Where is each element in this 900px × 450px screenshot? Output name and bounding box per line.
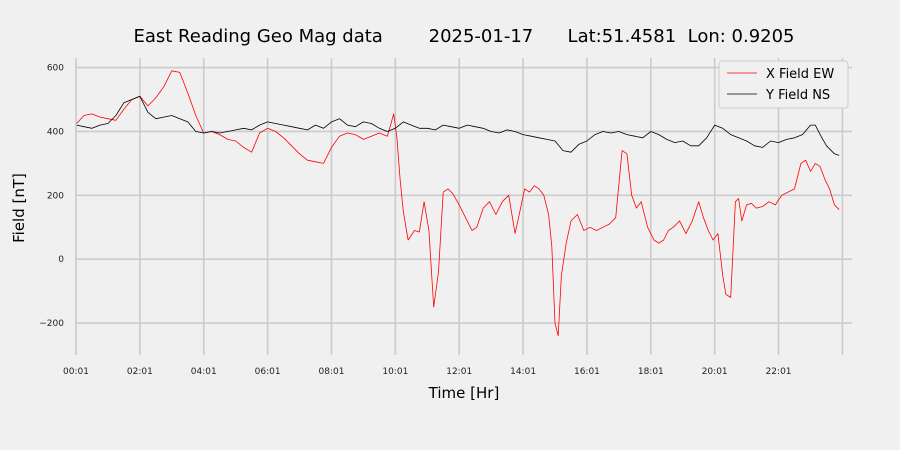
y-tick-label: 200 (47, 191, 64, 201)
legend-label-y-field: Y Field NS (765, 88, 830, 103)
chart-title: East Reading Geo Mag data 2025-01-17 Lat… (133, 26, 794, 47)
y-tick-label: 600 (47, 64, 64, 74)
x-tick-label: 00:01 (63, 367, 89, 377)
y-tick-label: 400 (47, 127, 64, 137)
x-tick-label: 14:01 (510, 367, 536, 377)
series-line-y-field (76, 95, 840, 156)
x-tick-label: 18:01 (638, 367, 664, 377)
x-tick-label: 10:01 (382, 367, 408, 377)
y-axis-label: Field [nT] (10, 173, 28, 243)
y-tick-label: −200 (39, 319, 64, 329)
x-tick-label: 22:01 (766, 367, 792, 377)
y-axis-ticks: 600 400 200 0 −200 (39, 64, 64, 329)
x-axis-ticks: 00:01 02:01 04:01 06:01 08:01 10:01 12:01 14:01… (63, 367, 791, 377)
grid (75, 58, 852, 355)
legend-label-x-field: X Field EW (766, 67, 834, 82)
series-group (76, 70, 840, 337)
y-tick-label: 0 (58, 255, 64, 265)
x-tick-label: 20:01 (702, 367, 728, 377)
x-tick-label: 08:01 (319, 367, 345, 377)
x-axis-label: Time [Hr] (428, 384, 500, 402)
x-tick-label: 12:01 (446, 367, 472, 377)
series-line-x-field (76, 70, 840, 337)
x-tick-label: 16:01 (574, 367, 600, 377)
x-tick-label: 02:01 (127, 367, 153, 377)
x-tick-label: 04:01 (191, 367, 217, 377)
x-tick-label: 06:01 (255, 367, 281, 377)
legend: X Field EW Y Field NS (718, 60, 849, 109)
